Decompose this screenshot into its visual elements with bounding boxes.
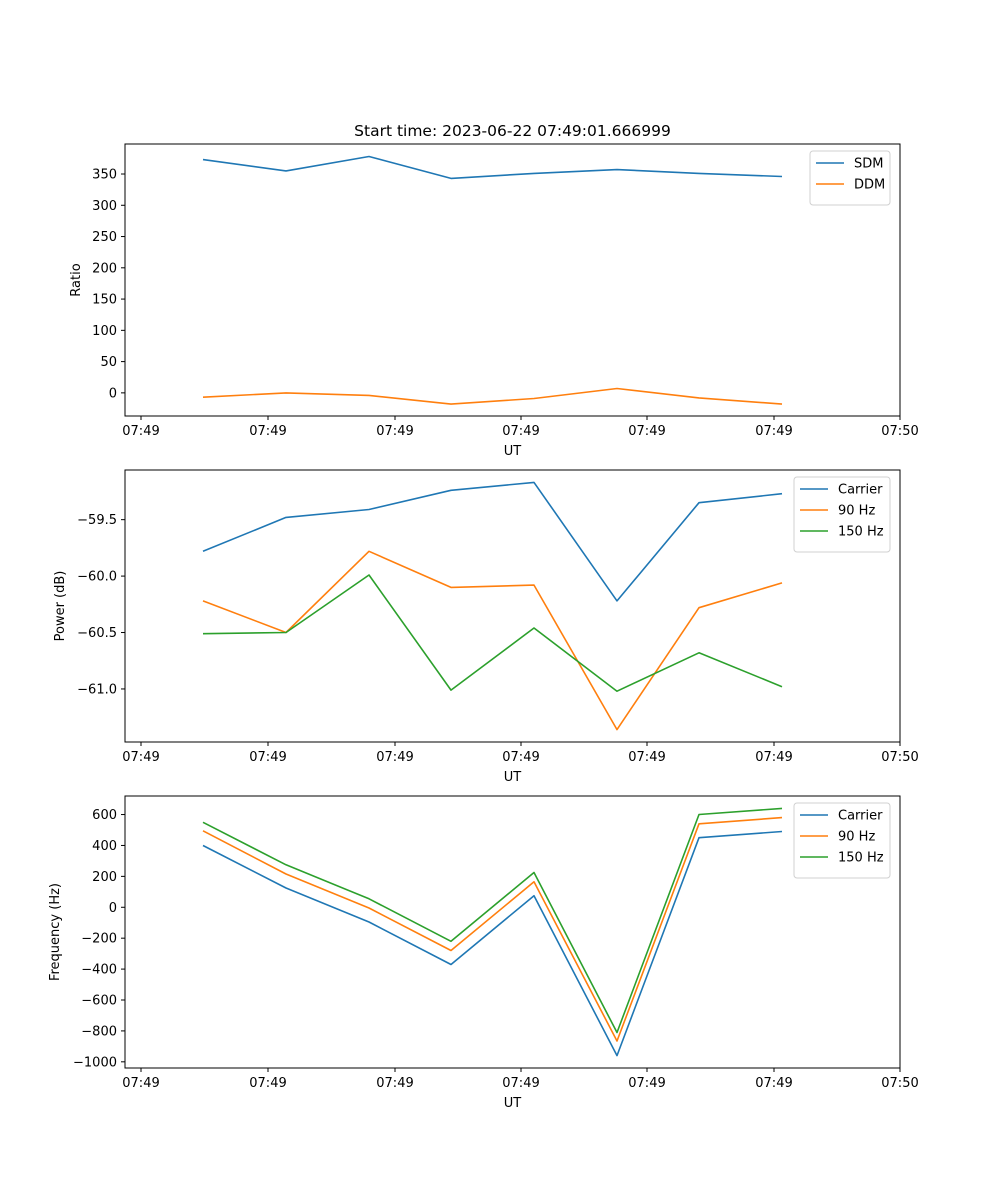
y-tick-label: −59.5	[77, 513, 117, 528]
series-line-150-hz	[202, 574, 783, 693]
x-tick-label: 07:49	[249, 424, 286, 439]
series-line-90-hz	[202, 816, 783, 1042]
legend-box	[793, 476, 891, 553]
x-tick-label: 07:50	[881, 424, 918, 439]
legend: Carrier 90 Hz 150 Hz	[793, 802, 891, 879]
axes-frame	[124, 795, 901, 1069]
panels: 07:49 07:49 07:49 07:49 07:49 07:49 07:50 0 50 10…	[48, 143, 919, 1111]
figure-title: Start time: 2023-06-22 07:49:01.666999	[354, 122, 671, 140]
y-tick-label: 100	[92, 324, 117, 339]
legend-box	[809, 150, 891, 206]
y-tick-label: 300	[92, 199, 117, 214]
y-tick-label: 200	[92, 261, 117, 276]
y-tick-label: −200	[81, 932, 117, 947]
y-tick-label: 0	[109, 386, 117, 401]
legend-entry-label: 150 Hz	[838, 525, 884, 540]
series-line-90-hz	[202, 550, 783, 731]
legend-box	[793, 802, 891, 879]
y-tick-label: 50	[100, 355, 117, 370]
x-tick-label: 07:49	[122, 750, 159, 765]
x-tick-label: 07:50	[881, 1076, 918, 1091]
y-axis-label: Frequency (Hz)	[48, 883, 63, 981]
axes-frame	[124, 143, 901, 417]
x-tick-label: 07:49	[502, 424, 539, 439]
y-tick-label: 400	[92, 839, 117, 854]
x-axis-label: UT	[504, 770, 522, 785]
series-line-ddm	[202, 387, 783, 405]
legend: Carrier 90 Hz 150 Hz	[793, 476, 891, 553]
x-tick-label: 07:49	[502, 1076, 539, 1091]
x-tick-label: 07:49	[376, 1076, 413, 1091]
series-line-sdm	[202, 155, 783, 180]
panel-3: 07:49 07:49 07:49 07:49 07:49 07:49 07:50 −1000…	[48, 795, 919, 1111]
legend-entry-label: 90 Hz	[838, 830, 875, 845]
y-tick-label: 350	[92, 168, 117, 183]
y-axis-label: Ratio	[69, 263, 84, 296]
x-tick-label: 07:50	[881, 750, 918, 765]
x-tick-label: 07:49	[628, 424, 665, 439]
x-tick-label: 07:49	[249, 750, 286, 765]
y-tick-label: −61.0	[77, 682, 117, 697]
legend-entry-label: Carrier	[838, 483, 883, 498]
y-tick-label: 200	[92, 870, 117, 885]
x-tick-label: 07:49	[755, 1076, 792, 1091]
panel-2: 07:49 07:49 07:49 07:49 07:49 07:49 07:50 −61.0…	[53, 469, 919, 785]
legend-entry-label: SDM	[854, 157, 883, 172]
legend-entry-label: DDM	[854, 178, 885, 193]
x-tick-label: 07:49	[122, 424, 159, 439]
y-tick-label: 250	[92, 230, 117, 245]
y-tick-label: −600	[81, 994, 117, 1009]
y-tick-label: −1000	[73, 1055, 117, 1070]
legend-entry-label: 150 Hz	[838, 851, 884, 866]
x-tick-label: 07:49	[249, 1076, 286, 1091]
y-tick-label: −400	[81, 963, 117, 978]
x-tick-label: 07:49	[628, 1076, 665, 1091]
y-tick-label: 0	[109, 901, 117, 916]
x-tick-label: 07:49	[755, 424, 792, 439]
y-tick-label: 600	[92, 808, 117, 823]
y-axis-label: Power (dB)	[53, 571, 68, 642]
x-tick-label: 07:49	[502, 750, 539, 765]
series-line-carrier	[202, 481, 783, 602]
y-tick-label: −60.0	[77, 570, 117, 585]
x-tick-label: 07:49	[628, 750, 665, 765]
x-axis-label: UT	[504, 1096, 522, 1111]
y-tick-label: −800	[81, 1024, 117, 1039]
series-line-carrier	[202, 830, 783, 1057]
axes-frame	[124, 469, 901, 743]
legend-entry-label: Carrier	[838, 809, 883, 824]
series-line-150-hz	[202, 807, 783, 1034]
x-tick-label: 07:49	[122, 1076, 159, 1091]
legend-entry-label: 90 Hz	[838, 504, 875, 519]
legend: SDM DDM	[809, 150, 891, 206]
x-tick-label: 07:49	[376, 750, 413, 765]
y-tick-label: 150	[92, 293, 117, 308]
x-axis-label: UT	[504, 444, 522, 459]
y-tick-label: −60.5	[77, 626, 117, 641]
panel-1: 07:49 07:49 07:49 07:49 07:49 07:49 07:50 0 50 10…	[69, 143, 919, 459]
x-tick-label: 07:49	[376, 424, 413, 439]
x-tick-label: 07:49	[755, 750, 792, 765]
